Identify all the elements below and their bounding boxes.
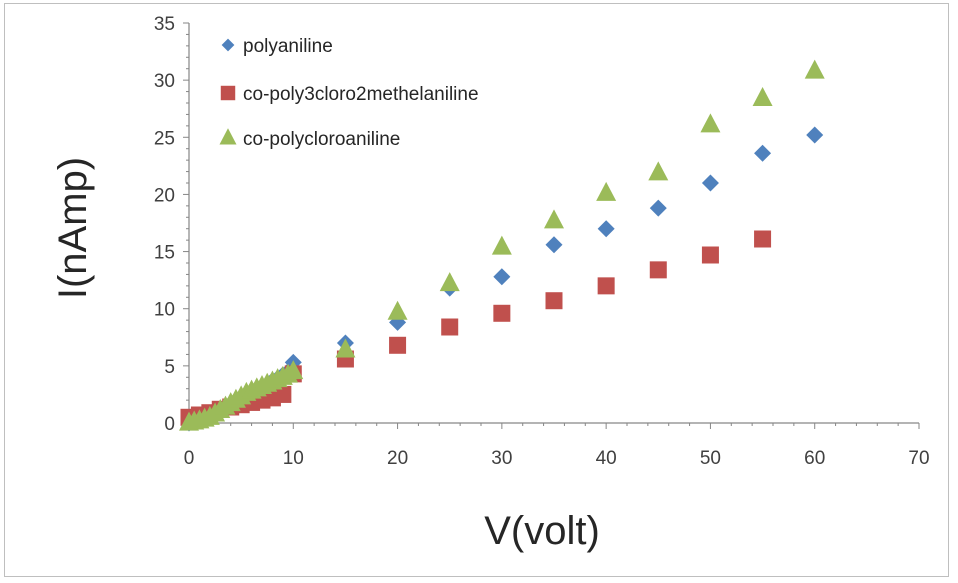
data-point-triangle	[752, 87, 773, 107]
x-tick-label: 30	[491, 448, 512, 469]
legend-marker-diamond	[221, 38, 235, 52]
data-point-square	[274, 385, 292, 403]
tick-labels: 0 5 10 15 20 25 30 35 0 10 20 30 40 50 60 70	[154, 14, 930, 469]
y-tick-label: 25	[154, 128, 175, 149]
x-tick-label: 70	[908, 448, 929, 469]
legend-label: co-poly3cloro2methelaniline	[243, 84, 479, 105]
data-point-square	[441, 318, 459, 336]
data-point-square	[649, 261, 667, 279]
legend-label: co-polycloroaniline	[243, 129, 400, 150]
data-point-triangle	[700, 113, 721, 133]
data-points	[179, 59, 825, 432]
legend-marker-square	[220, 85, 236, 101]
x-axis-title: V(volt)	[484, 509, 600, 553]
y-axis-title: I(nAmp)	[51, 157, 95, 299]
data-point-triangle	[648, 161, 669, 181]
data-point-diamond	[806, 126, 824, 144]
data-point-triangle	[804, 59, 825, 79]
chart-frame	[4, 3, 949, 577]
data-point-square	[754, 230, 772, 248]
x-tick-label: 60	[804, 448, 825, 469]
legend-label: polyaniline	[243, 36, 333, 57]
data-point-diamond	[754, 144, 772, 162]
legend-item: co-poly3cloro2methelaniline	[220, 84, 479, 105]
data-point-square	[597, 277, 615, 295]
y-tick-label: 35	[154, 14, 175, 35]
data-point-square	[545, 292, 563, 310]
y-tick-label: 15	[154, 243, 175, 264]
data-point-triangle	[335, 338, 356, 358]
data-point-triangle	[439, 272, 460, 292]
axes	[183, 22, 920, 429]
data-point-triangle	[491, 235, 512, 255]
data-point-diamond	[493, 268, 511, 286]
data-point-triangle	[596, 181, 617, 201]
y-tick-label: 10	[154, 300, 175, 321]
y-tick-label: 20	[154, 185, 175, 206]
y-tick-label: 30	[154, 71, 175, 92]
data-point-diamond	[649, 199, 667, 217]
legend: polyaniline co-poly3cloro2methelaniline co…	[219, 36, 479, 150]
y-tick-label: 0	[164, 414, 175, 435]
legend-marker-triangle	[219, 128, 237, 145]
x-tick-label: 40	[596, 448, 617, 469]
series-3	[179, 59, 825, 431]
x-tick-label: 50	[700, 448, 721, 469]
y-tick-label: 5	[164, 357, 175, 378]
data-point-triangle	[283, 360, 304, 380]
data-point-diamond	[545, 236, 563, 254]
data-point-square	[493, 304, 511, 322]
x-tick-label: 20	[387, 448, 408, 469]
legend-item: polyaniline	[221, 36, 333, 57]
x-tick-label: 0	[184, 448, 195, 469]
data-point-diamond	[701, 174, 719, 192]
data-point-square	[701, 246, 719, 264]
data-point-square	[389, 336, 407, 354]
data-point-triangle	[387, 300, 408, 320]
data-point-triangle	[544, 209, 564, 229]
x-tick-label: 10	[283, 448, 304, 469]
data-point-diamond	[597, 220, 615, 238]
legend-item: co-polycloroaniline	[219, 128, 400, 150]
series-2	[180, 230, 772, 426]
